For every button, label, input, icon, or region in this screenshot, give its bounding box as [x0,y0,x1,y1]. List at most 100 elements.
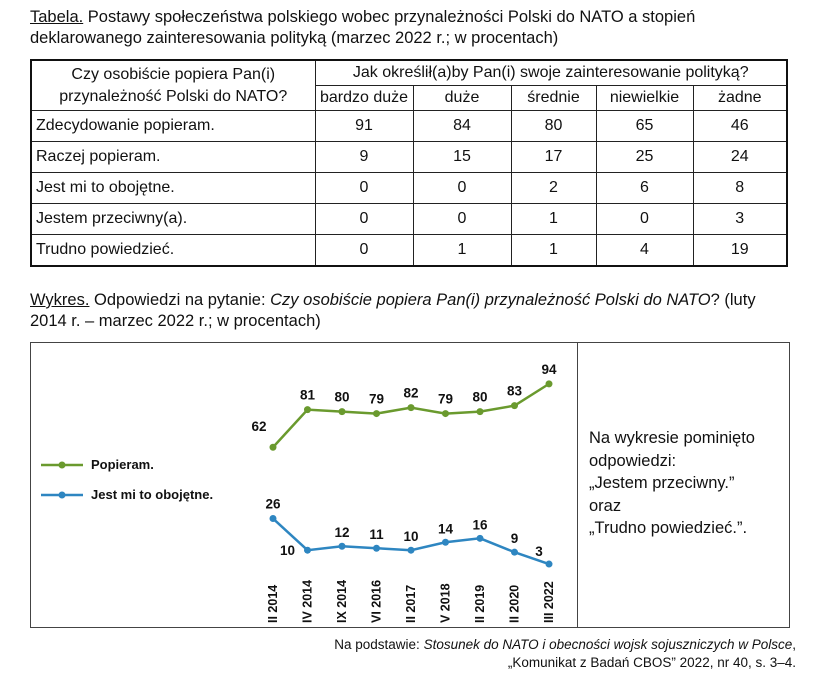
series-1-point [545,380,553,388]
x-tick-label: III 2022 [542,581,556,623]
source-title: Stosunek do NATO i obecności wojsk sojus… [423,637,793,652]
table-group-header: Jak określił(a)by Pan(i) swoje zainteres… [314,59,788,86]
table-row: Trudno powiedzieć. 0 1 1 4 19 [30,234,788,267]
table-cell: 17 [510,141,597,173]
series-2-point [373,544,380,552]
series-1-data-label: 80 [472,390,487,405]
series-1-data-label: 94 [541,362,557,377]
series-2-data-label: 12 [334,525,349,540]
data-table: Czy osobiście popiera Pan(i) przynależno… [30,59,788,267]
row-label: Jestem przeciwny(a). [30,203,316,235]
x-tick-label: IX 2014 [335,580,349,623]
series-2-data-label: 14 [438,521,454,536]
x-tick-label: II 2014 [266,585,280,623]
row-label: Jest mi to obojętne. [30,172,316,204]
chart-caption-text-after: ? (luty 2014 r. – marzec 2022 r.; w proc… [30,291,756,330]
source-line2: „Komunikat z Badań CBOS” 2022, nr 40, s.… [507,655,796,670]
series-1-point [407,404,415,412]
series-2-point [338,542,346,550]
series-2-point [511,548,518,556]
series-2-point [442,538,449,546]
series-1-point [442,410,449,418]
table-cell: 46 [692,110,788,142]
row-label: Trudno powiedzieć. [30,234,316,267]
chart-divider [577,343,578,627]
series-2-data-label: 3 [535,544,543,559]
table-cell: 4 [595,234,694,267]
chart-box: 62 81 80 79 82 79 80 83 94 26 10 12 11 10 14 16 9 3 Popier… [30,342,790,628]
column-header: niewielkie [595,85,694,111]
source-prefix: Na podstawie: [334,637,424,652]
column-header: bardzo duże [314,85,414,111]
chart-caption-question: Czy osobiście popiera Pan(i) przynależno… [270,291,711,309]
series-1-data-label: 83 [507,384,523,399]
chart-caption: Wykres. Odpowiedzi na pytanie: Czy osobi… [30,290,790,332]
source-note: Na podstawie: Stosunek do NATO i obecnoś… [334,636,796,672]
legend-label-jest-mi-to-oboj-tne: Jest mi to obojętne. [91,487,213,502]
series-2-data-label: 10 [403,529,418,544]
x-tick-label: II 2020 [508,585,522,623]
series-2-data-label: 9 [511,531,519,546]
x-tick-label: II 2019 [473,585,487,623]
table-cell: 25 [595,141,694,173]
series-1-point [373,410,380,418]
x-tick-label: VI 2016 [370,580,384,623]
series-2-data-label: 10 [280,543,295,558]
series-1-point [269,443,277,451]
column-header: średnie [510,85,597,111]
table-cell: 2 [510,172,597,204]
table-row: Zdecydowanie popieram. 91 84 80 65 46 [30,110,788,142]
table-caption-label: Tabela. [30,8,84,26]
chart-note: Na wykresie pominięto odpowiedzi: „Jeste… [589,427,779,540]
series-1-data-label: 79 [438,392,453,407]
x-tick-label: IV 2014 [301,580,315,623]
table-cell: 1 [510,234,597,267]
series-1-data-label: 80 [334,390,349,405]
table-cell: 0 [412,172,512,204]
x-tick-label: II 2017 [404,585,418,623]
table-cell: 84 [412,110,512,142]
table-cell: 9 [314,141,414,173]
row-label: Zdecydowanie popieram. [30,110,316,142]
chart-caption-text: Odpowiedzi na pytanie: [89,291,271,309]
series-2-data-label: 16 [472,517,488,532]
table-cell: 3 [692,203,788,235]
table-cell: 6 [595,172,694,204]
series-1-data-label: 82 [403,386,418,401]
table-cell: 1 [412,234,512,267]
table-cell: 15 [412,141,512,173]
note-line: oraz [589,496,622,515]
table-row: Jestem przeciwny(a). 0 0 1 0 3 [30,203,788,235]
legend-label-popieram: Popieram. [91,457,154,472]
series-1-point [511,402,518,410]
source-suffix: , [792,637,796,652]
table-caption-text: Postawy społeczeństwa polskiego wobec pr… [30,8,696,47]
note-line: Na wykresie pominięto [589,429,755,447]
line-chart: 62 81 80 79 82 79 80 83 94 26 10 12 11 10 14 16 9 3 Popier… [41,362,557,623]
note-line: „Jestem przeciwny.” [589,474,735,492]
series-2-point [304,546,311,554]
table-cell: 0 [314,172,414,204]
column-header: żadne [692,85,788,111]
table-cell: 0 [314,203,414,235]
table-cell: 0 [412,203,512,235]
series-1-point [304,406,311,414]
series-2-point [269,515,277,523]
series-2-point [407,546,415,554]
note-line: odpowiedzi: [589,451,677,470]
series-2-point [545,560,553,568]
series-2-data-label: 26 [265,497,281,512]
table-cell: 1 [510,203,597,235]
column-header: duże [412,85,512,111]
series-1-data-label: 62 [251,419,266,434]
series-1-point [476,408,484,416]
table-cell: 65 [595,110,694,142]
table-cell: 91 [314,110,414,142]
table-row: Raczej popieram. 9 15 17 25 24 [30,141,788,173]
x-tick-label: V 2018 [439,583,453,623]
note-line: „Trudno powiedzieć.”. [589,519,748,537]
legend-marker-1 [58,461,66,469]
table-cell: 19 [692,234,788,267]
series-1-data-label: 79 [369,392,384,407]
series-1-point [338,408,346,416]
